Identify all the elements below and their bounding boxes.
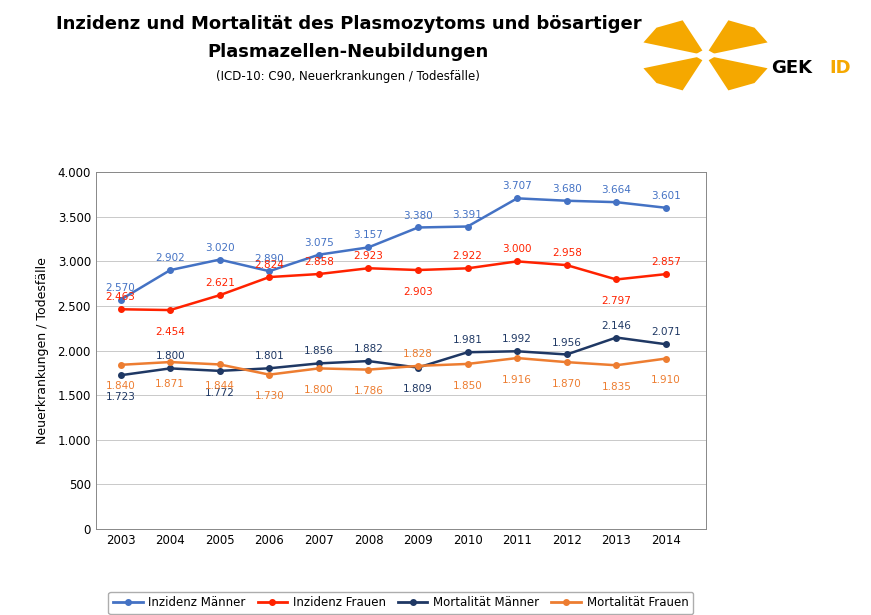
Text: 1.956: 1.956	[552, 338, 582, 347]
Text: 2.570: 2.570	[105, 283, 136, 293]
Text: 1.828: 1.828	[403, 349, 433, 359]
Text: 1.981: 1.981	[453, 335, 483, 345]
Text: 3.391: 3.391	[453, 210, 483, 220]
Text: 2.890: 2.890	[254, 254, 284, 264]
Text: 2.857: 2.857	[651, 257, 681, 267]
Text: 1.835: 1.835	[601, 382, 631, 392]
Text: 1.844: 1.844	[205, 381, 234, 391]
Text: 1.809: 1.809	[403, 384, 433, 394]
Text: 1.786: 1.786	[354, 386, 383, 396]
Text: 1.910: 1.910	[651, 375, 681, 385]
Text: 1.882: 1.882	[354, 344, 383, 354]
Text: Plasmazellen-Neubildungen: Plasmazellen-Neubildungen	[208, 43, 489, 61]
Text: Inzidenz und Mortalität des Plasmozytoms und bösartiger: Inzidenz und Mortalität des Plasmozytoms…	[56, 15, 641, 33]
Text: 2.463: 2.463	[105, 292, 136, 303]
Text: ID: ID	[829, 58, 851, 77]
Text: 1.801: 1.801	[254, 351, 284, 362]
Text: 3.020: 3.020	[205, 243, 234, 253]
Text: 1.730: 1.730	[254, 391, 284, 402]
Text: 2.958: 2.958	[552, 248, 582, 258]
Legend: Inzidenz Männer, Inzidenz Frauen, Mortalität Männer, Mortalität Frauen: Inzidenz Männer, Inzidenz Frauen, Mortal…	[108, 592, 693, 614]
Text: 3.157: 3.157	[354, 231, 383, 240]
Text: 1.916: 1.916	[503, 375, 532, 385]
Text: 1.871: 1.871	[155, 379, 186, 389]
Text: 1.992: 1.992	[503, 335, 532, 344]
Text: 2.797: 2.797	[601, 296, 631, 306]
Text: 2.902: 2.902	[155, 253, 185, 263]
Polygon shape	[706, 20, 767, 55]
Text: 3.601: 3.601	[651, 191, 681, 201]
Text: GEK: GEK	[771, 58, 812, 77]
Text: 1.723: 1.723	[105, 392, 136, 402]
Text: 2.454: 2.454	[155, 327, 186, 337]
Text: 1.870: 1.870	[552, 379, 582, 389]
Text: 1.850: 1.850	[453, 381, 483, 391]
Polygon shape	[644, 55, 706, 90]
Text: (ICD-10: C90, Neuerkrankungen / Todesfälle): (ICD-10: C90, Neuerkrankungen / Todesfäl…	[217, 70, 480, 83]
Text: 1.856: 1.856	[304, 346, 334, 357]
Text: 1.800: 1.800	[155, 351, 185, 362]
Polygon shape	[644, 20, 706, 55]
Text: 3.680: 3.680	[552, 184, 582, 194]
Text: 2.824: 2.824	[254, 260, 284, 270]
Y-axis label: Neuerkrankungen / Todesfälle: Neuerkrankungen / Todesfälle	[37, 257, 50, 444]
Text: 1.840: 1.840	[105, 381, 136, 392]
Text: 1.800: 1.800	[304, 385, 334, 395]
Polygon shape	[706, 55, 767, 90]
Text: 2.146: 2.146	[601, 320, 631, 331]
Text: 2.071: 2.071	[651, 327, 681, 337]
Text: 2.858: 2.858	[304, 257, 334, 267]
Polygon shape	[693, 49, 717, 62]
Text: 1.772: 1.772	[205, 387, 234, 397]
Text: 3.380: 3.380	[403, 210, 433, 221]
Text: 2.621: 2.621	[205, 278, 234, 288]
Text: 2.922: 2.922	[453, 252, 483, 261]
Text: 3.075: 3.075	[304, 238, 334, 248]
Text: 2.923: 2.923	[354, 252, 383, 261]
Text: 3.707: 3.707	[503, 181, 532, 191]
Text: 3.664: 3.664	[601, 185, 631, 195]
Text: 3.000: 3.000	[503, 244, 532, 255]
Text: 2.903: 2.903	[403, 287, 433, 296]
